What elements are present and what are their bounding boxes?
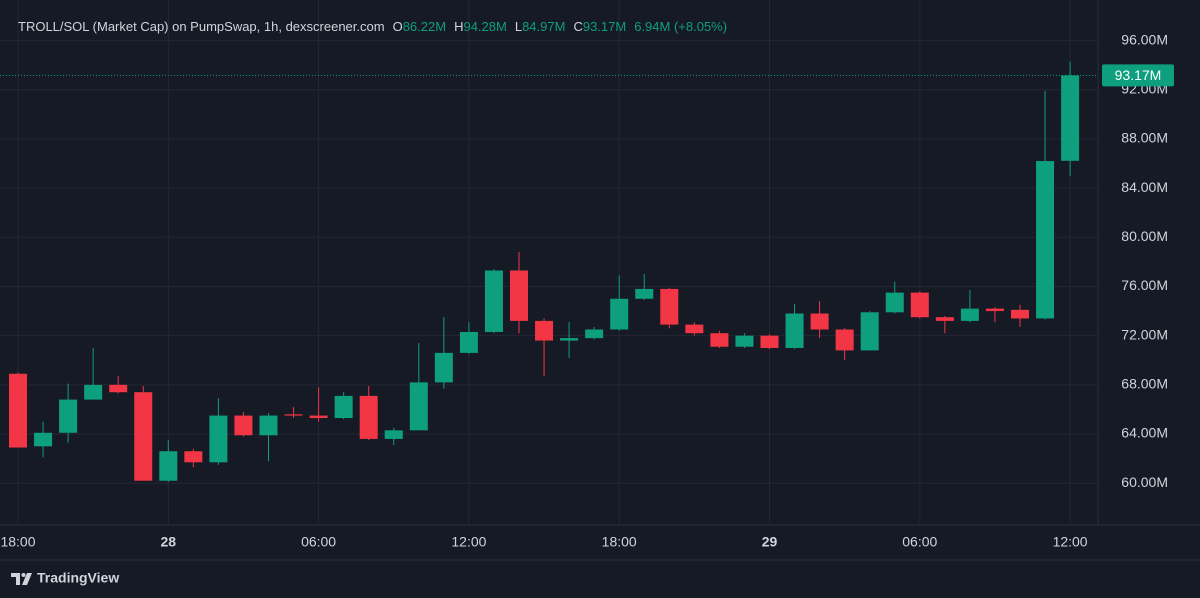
- candle-body: [109, 384, 128, 393]
- candle-body: [459, 331, 478, 353]
- legend-change: 6.94M (+8.05%): [634, 19, 727, 34]
- candle-body: [860, 312, 879, 351]
- legend-value: 84.97M: [522, 19, 565, 34]
- labels: TROLL/SOL (Market Cap) on PumpSwap, 1h, …: [0, 19, 1174, 550]
- brand: TradingView: [37, 570, 119, 586]
- candle-body: [585, 329, 604, 339]
- candles: [9, 61, 1080, 482]
- candle-body: [935, 317, 954, 321]
- y-tick-label: 96.00M: [1121, 31, 1168, 47]
- candle-body: [134, 392, 153, 481]
- legend-value: 86.22M: [403, 19, 446, 34]
- y-tick-label: 76.00M: [1121, 277, 1168, 293]
- candle-body: [885, 292, 904, 313]
- candle-body: [535, 320, 554, 341]
- candle-body: [484, 270, 503, 332]
- x-tick-label: 12:00: [451, 534, 486, 550]
- candle-body: [34, 432, 53, 447]
- legend-title: TROLL/SOL (Market Cap) on PumpSwap, 1h, …: [18, 19, 385, 34]
- y-tick-label: 88.00M: [1121, 130, 1168, 146]
- legend-key: C: [573, 19, 582, 34]
- candle-body: [760, 335, 779, 348]
- y-tick-label: 80.00M: [1121, 228, 1168, 244]
- y-tick-label: 68.00M: [1121, 376, 1168, 392]
- candle-body: [9, 373, 27, 448]
- candle-body: [835, 329, 854, 351]
- x-tick-label: 18:00: [602, 534, 637, 550]
- candle-body: [510, 270, 528, 321]
- y-tick-label: 84.00M: [1121, 179, 1168, 195]
- legend-key: H: [454, 19, 463, 34]
- x-tick-label: 06:00: [301, 534, 336, 550]
- legend-key: O: [393, 19, 403, 34]
- x-tick-label: 28: [161, 534, 177, 550]
- candle-body: [284, 414, 303, 416]
- x-tick-label: 29: [762, 534, 778, 550]
- candle-body: [610, 298, 629, 330]
- candle-body: [434, 352, 453, 383]
- candle-body: [1011, 309, 1029, 319]
- candle-body: [960, 308, 979, 321]
- x-tick-label: 12:00: [1053, 534, 1088, 550]
- candle-body: [234, 415, 253, 436]
- candle-body: [259, 415, 278, 436]
- grid: [0, 0, 1098, 525]
- candle-body: [560, 338, 579, 341]
- candle-body: [209, 415, 228, 463]
- candle-body: [685, 324, 704, 334]
- last-price-label: 93.17M: [1115, 67, 1162, 83]
- candle-body: [384, 430, 403, 439]
- candle-body: [409, 382, 428, 431]
- candle-body: [785, 313, 804, 348]
- brand-logo: [11, 573, 32, 585]
- candle-body: [84, 384, 103, 400]
- y-tick-label: 64.00M: [1121, 425, 1168, 441]
- x-tick-label: 18:00: [0, 534, 35, 550]
- candle-body: [1061, 75, 1080, 161]
- candle-body: [635, 288, 654, 299]
- last-price-box: [1102, 64, 1174, 87]
- candle-body: [334, 395, 353, 419]
- y-tick-label: 72.00M: [1121, 326, 1168, 342]
- candle-body: [309, 415, 328, 419]
- candle-body: [159, 451, 178, 481]
- candle-body: [985, 308, 1004, 312]
- y-tick-label: 60.00M: [1121, 474, 1168, 490]
- legend-value: 94.28M: [463, 19, 506, 34]
- x-tick-label: 06:00: [902, 534, 937, 550]
- candle-body: [810, 313, 829, 330]
- legend-key: L: [515, 19, 522, 34]
- candle-body: [59, 399, 78, 433]
- candle-body: [910, 292, 929, 318]
- candle-body: [1036, 161, 1055, 319]
- legend: TROLL/SOL (Market Cap) on PumpSwap, 1h, …: [18, 19, 727, 34]
- candle-body: [660, 288, 679, 325]
- candle-body: [710, 333, 729, 347]
- legend-value: 93.17M: [583, 19, 626, 34]
- candle-body: [735, 335, 754, 347]
- candle-body: [184, 451, 203, 463]
- candle-body: [359, 395, 378, 439]
